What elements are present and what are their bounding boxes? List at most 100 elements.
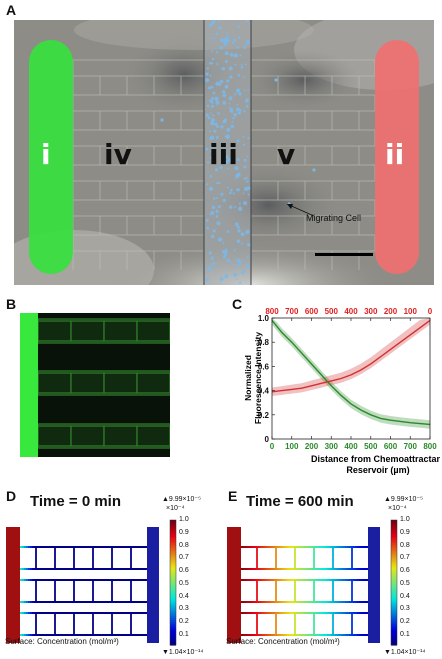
cell-dot [236,158,240,162]
colorbar-segment [170,609,176,613]
colorbar-segment [391,580,397,584]
cell-dot [234,222,239,227]
cell-dot [205,277,209,281]
colorbar-segment [170,634,176,638]
cell-dot [236,103,239,106]
cell-dot [247,136,250,140]
cell-dot [212,262,216,266]
sink-reservoir [368,527,380,643]
cell-dot [237,263,241,267]
cell-dot [237,172,241,177]
colorbar-frame [390,519,398,646]
cell-dot [216,221,221,226]
cell-dot [206,226,210,230]
intensity-chart: 0 100 200 300 400 500 600 700 800 800 700 600 500 400… [243,307,440,475]
cell-dot [216,63,219,66]
colorbar-segment [170,567,176,571]
panel-label-c: C [232,296,243,312]
colorbar-segment [391,561,397,565]
colorbar-tick: 0.9 [179,528,189,536]
cell-dot [244,98,249,103]
cell-dot [240,66,244,69]
colorbar-segment [391,542,397,546]
colorbar-segment [170,563,176,567]
fluor-cell [70,320,105,342]
cell-dot [210,85,214,89]
cell-dot [211,97,215,101]
x-tick-label: 0 [270,442,275,451]
y-tick-label: 1.0 [258,314,270,323]
colorbar-segment [170,622,176,625]
colorbar-segment [170,597,176,600]
cell-dot [238,92,242,96]
cell-dot [242,143,246,146]
colorbar-min-e: ▼1.04×10⁻¹⁴ [384,649,426,656]
colorbar-segment [170,599,176,602]
colorbar-segment [170,590,176,594]
colorbar-segment [391,605,397,609]
cell-dot [235,107,241,112]
cell-dot [210,256,214,260]
cell-dot [206,266,212,272]
colorbar-segment [391,565,397,569]
cell-dot [206,183,209,186]
colorbar-tick: 0.6 [400,567,410,575]
colorbar-segment [170,630,176,634]
top-tick-label: 200 [384,307,398,316]
colorbar-tick: 0.4 [179,592,189,600]
cell-dot [205,72,209,76]
colorbar-segment [170,624,176,627]
cell-dot [231,41,235,45]
cell-dot [233,149,236,152]
cell-dot [216,51,219,54]
cell-dot [217,20,221,22]
cell-dot [246,155,249,158]
cell-dot [226,127,231,132]
colorbar-segment [170,584,176,588]
cell-dot [240,242,243,245]
colorbar-segment [170,520,176,523]
cell-dot [212,91,216,95]
cell-dot [225,135,229,139]
cell-dot [208,130,211,133]
cell-dot [247,193,250,196]
colorbar-segment [391,638,397,642]
series-line [271,319,431,426]
colorbar-segment [391,547,397,550]
colorbar-segment [170,640,176,644]
cell-dot [209,112,212,115]
cell-dot [222,198,227,203]
colorbar-segment [170,611,176,615]
x-tick-label: 800 [423,442,437,451]
cell-dot [237,74,241,77]
cell-dot [209,61,213,65]
colorbar-segment [170,603,176,607]
cell-dot [209,74,212,77]
region-label-iv: iv [104,138,132,171]
cell-dot [210,100,214,104]
colorbar-segment [391,595,397,598]
cell-dot [224,60,228,63]
colorbar-min-d: ▼1.04×10⁻¹⁴ [162,649,204,656]
colorbar-segment [391,534,397,538]
cell-dot [244,159,247,162]
cell-dot [242,192,245,195]
colorbar-frame [169,519,177,646]
cell-dot [209,37,212,40]
colorbar-tick: 0.7 [400,554,410,562]
cell-dot [232,116,235,120]
cell-dot [222,93,227,98]
colorbar-segment [391,551,397,554]
colorbar-segment [391,622,397,625]
colorbar-segment [391,597,397,600]
cell-dot [215,100,220,105]
cell-dot [205,113,209,117]
series-line [271,319,431,393]
cell-dot [209,264,212,267]
cell-dot [206,104,210,108]
cell-dot [208,186,214,191]
cell-dot [236,139,240,143]
colorbar-segment [391,570,397,573]
colorbar-segment [170,615,176,619]
colorbar-segment [170,578,176,582]
